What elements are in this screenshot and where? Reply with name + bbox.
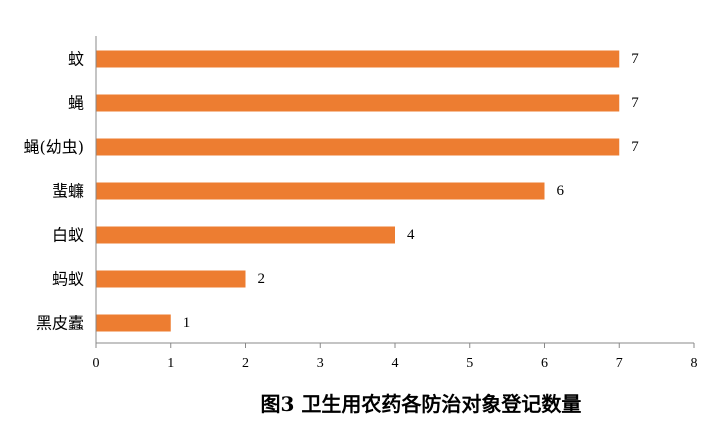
x-axis: 0 1 2 3 4 5 6 7 8 [93,36,698,371]
data-labels: 7 7 7 6 4 2 1 [183,51,640,331]
data-label: 7 [631,95,639,111]
data-label: 4 [407,227,415,243]
x-tick-label: 2 [242,356,249,371]
data-label: 2 [258,271,266,287]
category-label: 蝇(幼虫) [24,138,85,157]
bars-group [96,50,620,332]
data-label: 6 [557,183,565,199]
bar [96,226,395,244]
x-tick-label: 1 [167,356,174,371]
x-tick-label: 5 [466,356,473,371]
bar [96,270,246,288]
bar [96,138,620,156]
data-label: 7 [631,139,639,155]
bar [96,314,171,332]
data-label: 1 [183,315,191,331]
chart-title: 图3 卫生用农药各防治对象登记数量 [260,392,582,416]
x-tick-label: 4 [392,356,399,371]
x-tick-label: 8 [691,356,698,371]
x-tick-label: 6 [541,356,548,371]
bar [96,50,620,68]
bar [96,182,545,200]
x-tick-label: 7 [616,356,623,371]
category-label: 蜚蠊 [52,182,84,201]
x-tick-label: 0 [93,356,100,371]
category-label: 黑皮蠹 [36,314,84,333]
category-label: 蚊 [68,50,84,69]
x-tick-label: 3 [317,356,324,371]
data-label: 7 [631,51,639,67]
bar [96,94,620,112]
category-label: 蚂蚁 [52,270,84,289]
category-label: 蝇 [68,94,84,113]
category-label: 白蚁 [52,226,84,245]
